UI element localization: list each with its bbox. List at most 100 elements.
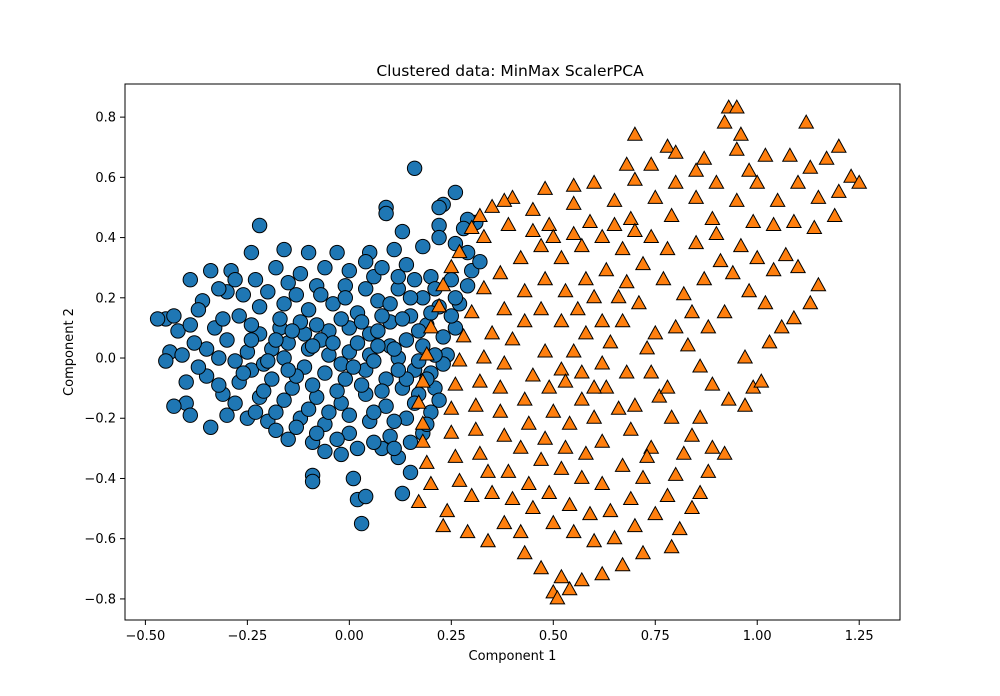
- triangle-point: [479, 463, 497, 478]
- circle-point: [366, 353, 382, 369]
- triangle-point: [537, 270, 554, 286]
- triangle-point: [639, 339, 656, 355]
- triangle-point: [524, 222, 541, 237]
- y-tick-label: −0.8: [84, 592, 116, 607]
- circle-point: [321, 404, 337, 420]
- x-axis-label: Component 1: [469, 649, 557, 664]
- circle-point: [304, 473, 321, 490]
- circle-point: [390, 269, 406, 285]
- triangle-point: [586, 174, 603, 189]
- triangle-point: [418, 454, 435, 469]
- axes-frame: [124, 83, 901, 621]
- x-tick-label: 0.50: [539, 629, 568, 644]
- circle-point: [313, 287, 329, 303]
- x-tick-label: −0.50: [125, 629, 165, 644]
- circle-point: [272, 311, 288, 327]
- circle-point: [198, 341, 215, 357]
- x-tick-label: −0.25: [227, 629, 267, 644]
- triangle-point: [708, 174, 725, 189]
- triangle-point: [431, 297, 448, 313]
- triangle-point: [630, 294, 647, 310]
- triangle-point: [447, 376, 464, 391]
- triangle-point: [602, 502, 619, 518]
- triangle-point: [496, 192, 513, 207]
- triangle-point: [553, 460, 570, 475]
- triangle-point: [663, 207, 680, 222]
- circle-point: [353, 377, 370, 393]
- triangle-point: [573, 571, 590, 587]
- triangle-point: [435, 517, 452, 533]
- triangle-point: [802, 159, 819, 174]
- triangle-point: [667, 318, 684, 334]
- triangle-point: [618, 156, 635, 171]
- chart-title: Clustered data: MinMax ScalerPCA: [376, 62, 644, 80]
- y-tick-label: 0.4: [95, 231, 116, 246]
- triangle-point: [622, 421, 639, 436]
- triangle-point: [692, 409, 709, 424]
- triangle-point: [610, 400, 627, 415]
- circle-point: [431, 229, 447, 246]
- triangle-point: [553, 361, 570, 376]
- triangle-point: [626, 126, 643, 141]
- circle-point: [386, 341, 402, 357]
- circle-point: [406, 160, 423, 177]
- circle-point: [211, 377, 227, 393]
- triangle-point: [728, 192, 745, 207]
- circle-point: [472, 254, 488, 270]
- triangle-point: [647, 324, 664, 340]
- circle-point: [292, 266, 309, 282]
- triangle-point: [484, 324, 501, 340]
- circle-point: [300, 401, 317, 417]
- circle-point: [337, 371, 353, 387]
- triangle-point: [761, 333, 778, 349]
- triangle-point: [618, 364, 635, 379]
- circle-point: [435, 329, 451, 345]
- triangle-point: [683, 303, 701, 319]
- triangle-point: [553, 249, 570, 265]
- circle-point: [170, 323, 186, 339]
- triangle-point: [594, 433, 611, 448]
- circle-point: [329, 383, 345, 399]
- triangle-point: [516, 391, 533, 406]
- circle-point: [394, 485, 411, 502]
- circle-point: [227, 272, 243, 288]
- y-axis: −0.8 −0.6 −0.4 −0.2 0.0 0.2 0.4 0.6 0.8: [84, 111, 125, 607]
- triangle-point: [683, 499, 701, 514]
- circle-point: [431, 392, 447, 408]
- circle-point: [358, 488, 374, 505]
- triangle-point: [435, 276, 452, 292]
- triangle-point: [504, 330, 521, 346]
- triangle-point: [679, 336, 696, 352]
- triangle-point: [451, 472, 468, 487]
- triangle-point: [475, 279, 492, 295]
- circle-point: [333, 446, 349, 463]
- triangle-point: [647, 505, 664, 521]
- triangle-point: [577, 445, 594, 460]
- circle-point: [353, 314, 370, 330]
- triangle-point: [500, 216, 517, 231]
- triangle-point: [573, 391, 590, 406]
- triangle-point: [541, 379, 558, 394]
- triangle-point: [500, 463, 517, 478]
- triangle-point: [667, 144, 684, 159]
- triangle-point: [749, 174, 766, 189]
- triangle-point: [830, 183, 847, 198]
- circle-point: [235, 287, 252, 303]
- y-axis-label: Component 2: [62, 308, 77, 396]
- y-tick-label: 0.6: [95, 171, 116, 186]
- circle-point: [341, 425, 357, 441]
- triangle-point: [565, 523, 582, 539]
- triangle-point: [712, 252, 729, 268]
- circle-point: [309, 425, 325, 441]
- triangle-point: [496, 427, 513, 442]
- triangle-point: [647, 189, 664, 204]
- circle-point: [276, 392, 292, 408]
- circle-point: [280, 362, 296, 378]
- circle-point: [268, 332, 284, 348]
- circle-point: [304, 338, 321, 354]
- circle-point: [447, 290, 464, 306]
- circle-point: [174, 347, 190, 363]
- circle-point: [211, 350, 227, 366]
- circle-point: [349, 440, 366, 457]
- triangle-point: [545, 228, 562, 243]
